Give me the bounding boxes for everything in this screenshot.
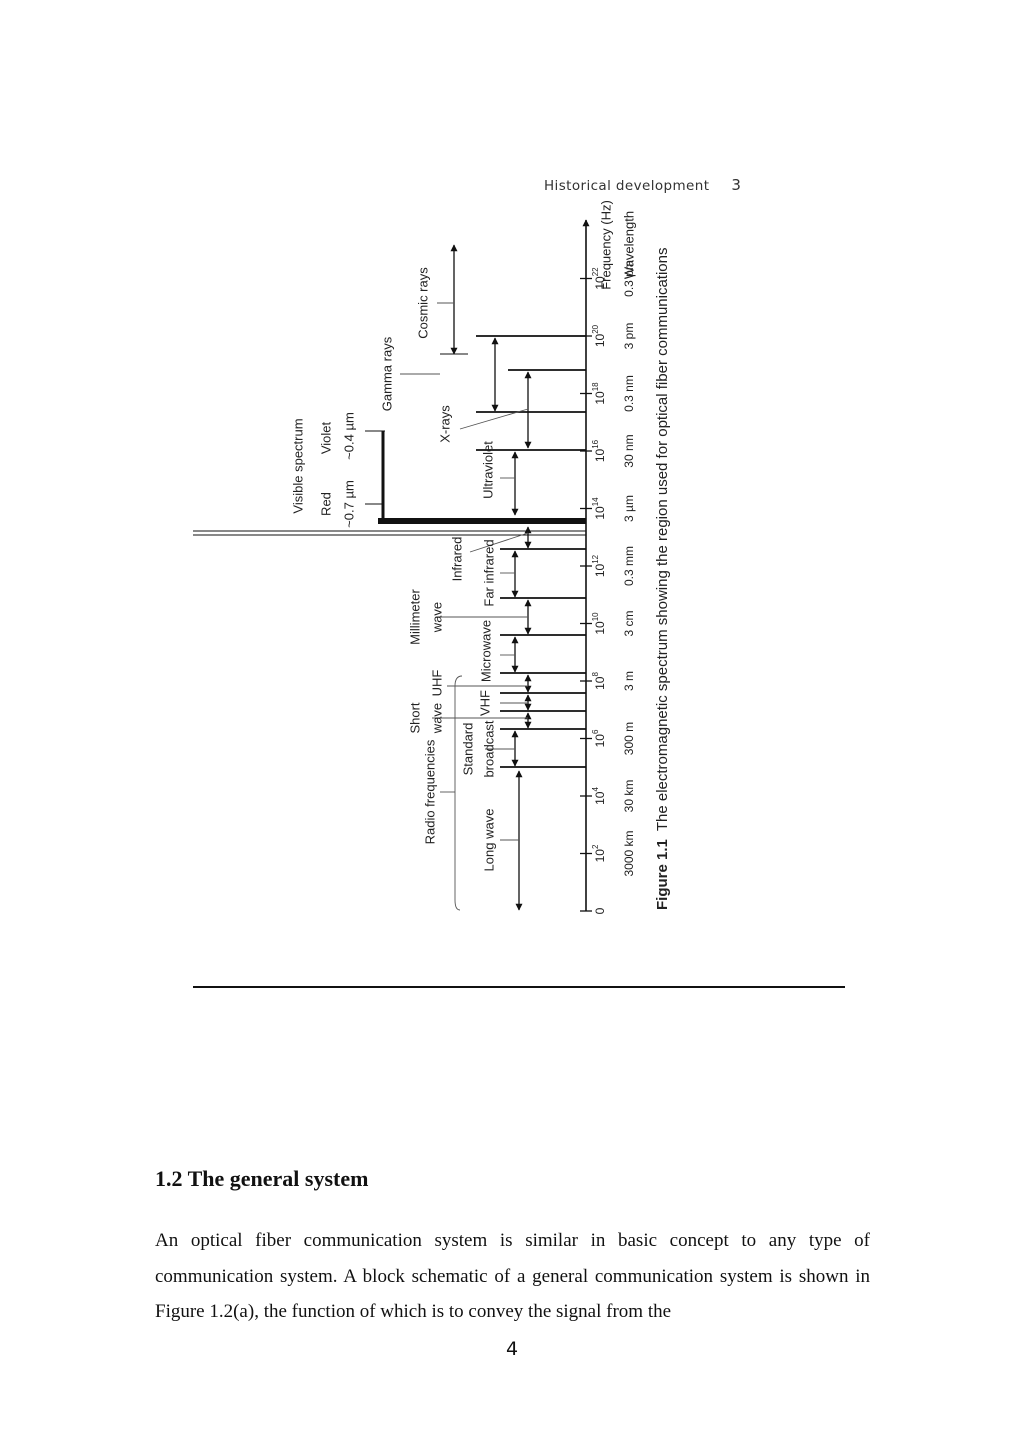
frequency-tick-label: 1010 bbox=[591, 612, 608, 635]
visible-spectrum-label: Visible spectrum bbox=[291, 418, 306, 513]
frequency-tick-label: 1022 bbox=[591, 267, 608, 290]
band-label-cosmic-rays: Cosmic rays bbox=[416, 267, 431, 339]
visible-violet-label: Violet bbox=[319, 421, 334, 454]
running-head-title: Historical development bbox=[544, 178, 710, 194]
running-head: Historical development 3 bbox=[544, 176, 741, 194]
running-head-page-number: 3 bbox=[731, 176, 742, 194]
band-label-ultraviolet: Ultraviolet bbox=[481, 441, 496, 499]
band-label-vhf: VHF bbox=[478, 690, 493, 716]
wavelength-tick-label: 3 m bbox=[622, 671, 636, 691]
band-label-millimeter-wave-line2: wave bbox=[430, 602, 445, 633]
wavelength-tick-label: 3 µm bbox=[622, 495, 636, 522]
frequency-tick-label: 1014 bbox=[591, 497, 608, 520]
wavelength-tick-label: 3000 km bbox=[622, 830, 636, 876]
band-label-gamma-rays: Gamma rays bbox=[380, 336, 395, 411]
visible-red-wavelength: ~0.7 µm bbox=[342, 480, 357, 528]
band-label-uhf: UHF bbox=[430, 670, 445, 697]
band-label-long-wave: Long wave bbox=[482, 809, 497, 872]
band-label-far-infrared: Far infrared bbox=[482, 539, 497, 606]
band-label-standard-broadcast-line1: Standard bbox=[461, 723, 476, 776]
band-label-standard-broadcast-line2: broadcast bbox=[482, 720, 497, 777]
frequency-tick-label: 108 bbox=[591, 672, 608, 690]
wavelength-tick-label: 0.3 nm bbox=[622, 375, 636, 412]
section-heading: 1.2 The general system bbox=[155, 1166, 369, 1191]
label-leaders bbox=[400, 302, 529, 911]
wavelength-tick-label: 30 km bbox=[622, 780, 636, 813]
band-label-infrared: Infrared bbox=[450, 537, 465, 582]
frequency-tick-label: 0 bbox=[593, 907, 607, 914]
figure-caption: Figure 1.1 The electromagnetic spectrum s… bbox=[654, 248, 671, 910]
visible-red-label: Red bbox=[319, 492, 334, 516]
band-label-microwave: Microwave bbox=[479, 620, 494, 682]
wavelength-axis-label: Wavelength bbox=[622, 211, 637, 279]
band-label-millimeter-wave-line1: Millimeter bbox=[408, 589, 423, 645]
frequency-tick-label: 106 bbox=[591, 729, 608, 747]
figure-caption-label: Figure 1.1 bbox=[654, 839, 671, 910]
wavelength-tick-label: 3 cm bbox=[622, 610, 636, 636]
wavelength-tick-label: 0.3 mm bbox=[622, 546, 636, 586]
optical-fiber-region-bar bbox=[378, 518, 586, 524]
figure-caption-text: The electromagnetic spectrum showing the… bbox=[654, 248, 671, 832]
band-label-short-wave-line1: Short bbox=[408, 702, 423, 733]
wavelength-tick-label: 30 nm bbox=[622, 434, 636, 467]
wavelength-tick-label: 0.3 pm bbox=[622, 260, 636, 297]
frequency-tick-label: 1018 bbox=[591, 382, 608, 405]
band-label-short-wave-line2: wave bbox=[430, 703, 445, 734]
body-paragraph: An optical fiber communication system is… bbox=[155, 1230, 870, 1322]
frequency-tick-label: 1012 bbox=[591, 554, 608, 577]
wavelength-tick-label: 300 m bbox=[622, 722, 636, 755]
frequency-tick-label: 1016 bbox=[591, 439, 608, 462]
page-number: 4 bbox=[505, 1338, 519, 1360]
wavelength-tick-label: 3 pm bbox=[622, 323, 636, 350]
band-range-arrows bbox=[440, 244, 532, 911]
horizontal-rule bbox=[193, 986, 845, 988]
frequency-tick-label: 1020 bbox=[591, 324, 608, 347]
visible-violet-wavelength: ~0.4 µm bbox=[342, 412, 357, 460]
spectrum-figure: Frequency (Hz) Wavelength 0 102 104 106 108 1… bbox=[193, 200, 671, 914]
frequency-tick-label: 104 bbox=[591, 787, 608, 805]
band-label-x-rays: X-rays bbox=[438, 405, 453, 443]
frequency-axis-label: Frequency (Hz) bbox=[599, 200, 614, 290]
band-label-radio-frequencies: Radio frequencies bbox=[423, 739, 438, 844]
frequency-tick-label: 102 bbox=[591, 844, 608, 862]
